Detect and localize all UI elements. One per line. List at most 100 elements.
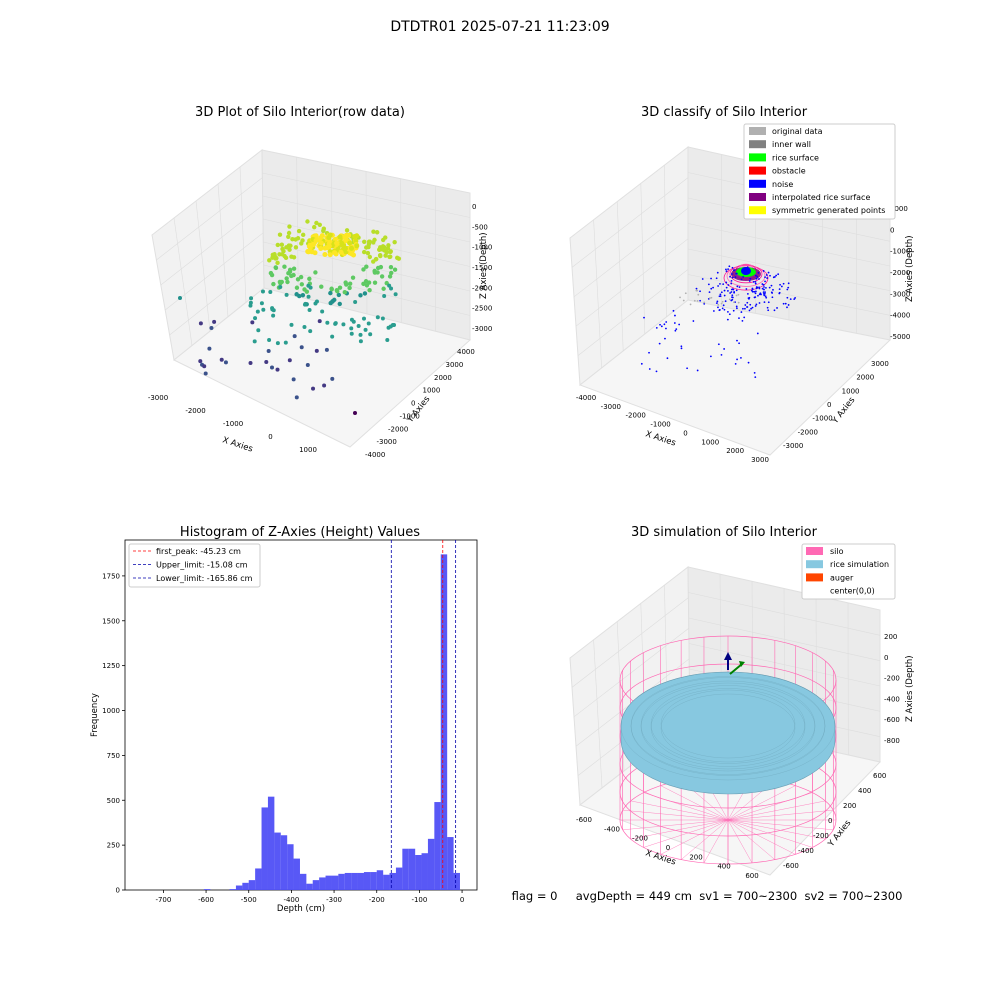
y-tick-label: 1500 — [102, 617, 120, 625]
original-point — [717, 303, 720, 306]
noise-point — [754, 305, 757, 307]
noise-point — [708, 291, 711, 294]
noise-point — [655, 370, 658, 373]
z-tick-labels: 0 -500 -1000 -1500 -2000 -2500 -3000 — [472, 203, 492, 333]
noise-point — [765, 274, 768, 276]
z-tick-label: 0 — [884, 654, 888, 662]
noise-point — [763, 288, 765, 291]
noise-point — [772, 288, 774, 291]
noise-point — [728, 313, 731, 316]
silo-floor-spoke — [681, 819, 729, 860]
y-tick-label: 0 — [828, 817, 832, 825]
data-point — [294, 292, 299, 297]
z-tick-label: -1000 — [890, 248, 910, 256]
legend-swatch — [749, 179, 766, 188]
z-tick-label: 0 — [472, 203, 476, 211]
original-point — [710, 296, 713, 299]
x-tick-label: -200 — [369, 896, 385, 904]
data-point — [248, 303, 253, 308]
data-point — [287, 224, 292, 229]
rice-mesh-line — [620, 671, 836, 781]
legend-label: symmetric generated points — [772, 206, 885, 215]
data-point — [259, 301, 264, 306]
original-point — [703, 301, 706, 304]
histogram-bar — [370, 872, 377, 890]
noise-point — [770, 284, 773, 287]
y-tick-labels: -3000 -2000 -1000 0 1000 2000 3000 — [783, 360, 889, 450]
data-point — [287, 267, 293, 273]
histogram-bars — [203, 554, 460, 890]
noise-point — [678, 323, 681, 326]
noise-point — [719, 293, 722, 296]
noise-point — [767, 271, 770, 274]
data-point — [388, 265, 394, 270]
noise-point — [758, 302, 761, 304]
grid-line — [687, 274, 891, 316]
data-point — [307, 308, 312, 313]
histogram-bar — [299, 873, 307, 890]
data-point — [279, 242, 285, 247]
data-point — [375, 315, 380, 320]
noise-point — [742, 307, 744, 310]
data-point — [268, 290, 273, 295]
data-point — [203, 371, 208, 376]
grid-line — [169, 260, 264, 336]
grid-line — [640, 183, 646, 335]
data-point — [280, 252, 285, 257]
original-point — [689, 303, 692, 306]
grid-line — [571, 177, 689, 268]
noise-point — [640, 362, 643, 365]
data-point — [347, 281, 353, 286]
data-point — [372, 280, 378, 285]
y-tick-label: 0 — [116, 887, 120, 895]
silo-floor-spoke — [727, 800, 826, 821]
silo-floor-spoke — [727, 819, 753, 863]
noise-point — [730, 291, 733, 293]
original-point — [697, 293, 700, 296]
noise-point — [675, 328, 678, 331]
noise-point — [794, 297, 797, 299]
data-point — [255, 309, 260, 314]
data-point — [296, 228, 302, 234]
rice-mesh-line — [650, 685, 806, 764]
noise-point — [725, 270, 728, 273]
noise-point — [730, 273, 733, 275]
legend-swatch — [749, 140, 766, 149]
data-point — [294, 285, 300, 290]
data-point — [275, 242, 280, 248]
data-point — [322, 251, 328, 257]
chart-title: Histogram of Z-Axies (Height) Values — [180, 525, 420, 540]
data-point — [392, 239, 397, 245]
y-tick-label: 2000 — [856, 374, 874, 382]
z-tick-label: -4000 — [890, 312, 910, 320]
data-point — [385, 338, 390, 343]
data-point — [326, 243, 332, 249]
noise-point — [731, 266, 734, 269]
data-point — [344, 282, 349, 287]
noise-point — [699, 299, 702, 302]
y-tick-label: -2000 — [388, 425, 408, 433]
data-point — [278, 284, 283, 289]
noise-point — [717, 343, 720, 346]
data-point — [328, 300, 333, 306]
data-point — [332, 250, 338, 256]
noise-point — [742, 275, 745, 278]
noise-point — [762, 270, 765, 272]
noise-point — [749, 303, 752, 306]
legend-label: rice simulation — [830, 560, 889, 569]
data-point — [322, 245, 328, 251]
noise-point — [758, 278, 760, 280]
data-point — [330, 376, 335, 381]
original-point — [696, 289, 699, 292]
data-point — [366, 321, 371, 326]
noise-point — [754, 280, 757, 283]
noise-point — [659, 323, 661, 326]
noise-point — [771, 296, 774, 299]
noise-point — [765, 286, 767, 289]
data-point — [373, 257, 379, 262]
y-tick-label: -2000 — [798, 428, 818, 436]
data-point — [349, 326, 354, 331]
noise-point — [680, 345, 683, 348]
z-tick-label: -1500 — [472, 264, 492, 272]
data-point — [330, 334, 335, 339]
